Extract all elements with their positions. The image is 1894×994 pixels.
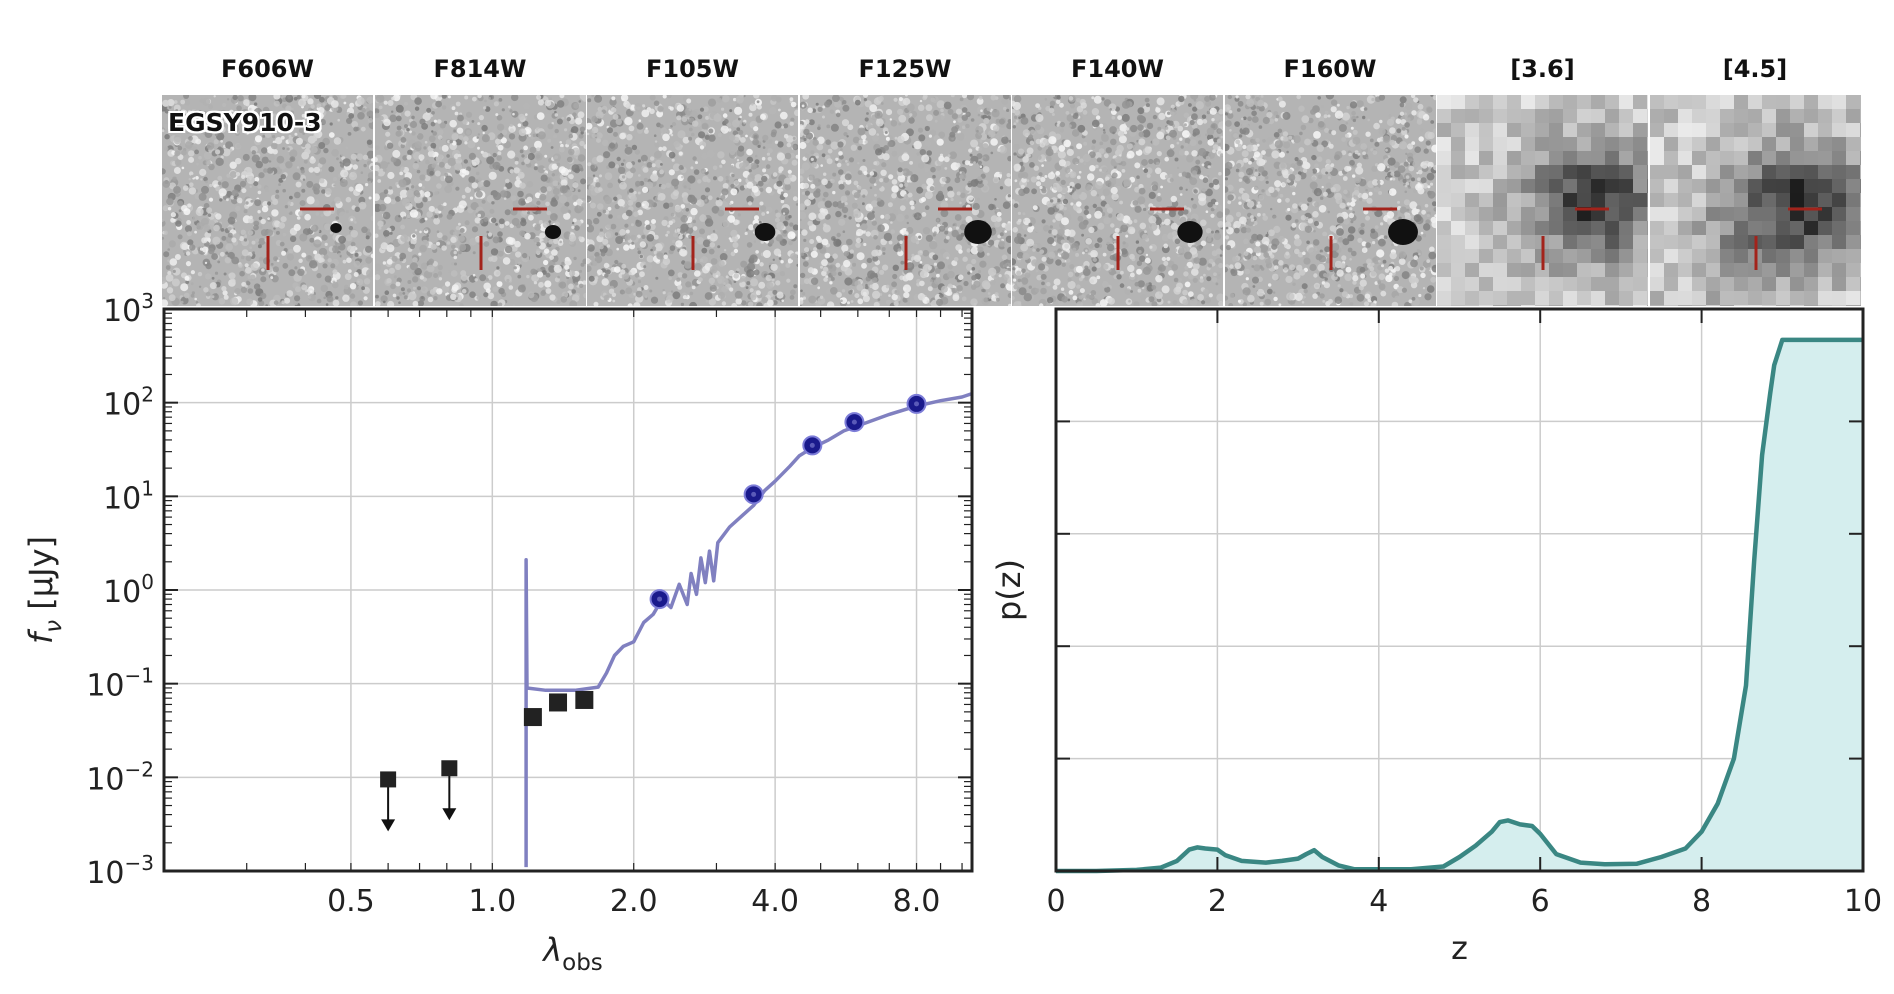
x-tick-label: 2.0 [610,884,658,919]
stamp-image [162,95,373,306]
stamp-image [1012,95,1223,306]
detection-point-center [751,491,757,497]
source-blob [963,220,992,244]
stamp-f140w: F140W [1012,50,1223,310]
y-tick-label: 103 [103,289,154,329]
photometry-square-marker [523,708,542,727]
x-tick-label: 8 [1692,884,1711,919]
stamp-image [1649,95,1861,306]
stamp-image [374,95,586,306]
y-tick-label: 102 [103,383,154,423]
source-blob [1177,221,1203,243]
upper-limit-marker [380,771,397,788]
object-id-label: EGSY910-3 [168,108,322,137]
pz-plot-frame [1054,307,1865,873]
stamp-image [1224,95,1436,306]
photometry-square-marker [549,693,568,712]
pz-curve-line [1056,337,1863,874]
sed-y-axis-label: fν [μJy] [22,536,67,644]
x-tick-label: 10 [1844,884,1882,919]
stamp-band-label: [3.6] [1510,55,1575,83]
upper-limit-arrow-head [442,808,457,821]
stamp-band-label: F814W [433,55,527,83]
model-sed-line [524,391,973,868]
x-tick-label: 0.5 [327,884,375,919]
pz-x-axis-label: z [1451,929,1468,967]
sed-x-axis-label: λobs [541,931,603,976]
stamp-image [799,95,1011,306]
upper-limit-arrow-head [381,819,396,832]
x-tick-label: 4 [1369,884,1388,919]
detection-point-center [914,401,920,407]
pz-y-axis-label: p(z) [990,559,1028,621]
y-tick-label: 10−2 [86,757,154,797]
x-tick-label: 2 [1208,884,1227,919]
stamp-band-label: F606W [221,55,314,83]
stamp-band-label: F140W [1071,55,1164,83]
pz-panel: 0 2 4 6 8 10 z p(z) [990,307,1882,967]
y-tick-label: 10−1 [86,664,154,704]
x-tick-label: 0 [1046,884,1065,919]
detection-point-center [851,419,857,425]
source-blob [754,223,776,241]
photometry-square-marker [575,690,594,709]
pz-area-fill [1056,339,1863,871]
x-tick-label: 4.0 [751,884,799,919]
stamp-f105w: F105W [587,50,798,310]
stamp-band-label: F105W [646,55,739,83]
stamp-f814w: F814W [374,50,586,310]
x-tick-label: 8.0 [893,884,941,919]
y-tick-label: 101 [103,476,154,516]
y-tick-label: 100 [103,570,154,610]
stamp-image [587,95,798,306]
y-tick-label: 10−3 [86,851,154,891]
stamp-f606w: F606W EGSY910-3 [162,50,373,310]
stamp-image [1437,95,1648,306]
detection-point-center [657,596,663,602]
image-stamps-row: F606W EGSY910-3 F814W F105W F125W F140W F160W [… [162,50,1862,310]
upper-limit-marker [441,760,458,777]
stamp-band-label: [4.5] [1722,55,1788,83]
detection-point-center [809,442,815,448]
x-tick-label: 1.0 [468,884,516,919]
stamp-f125w: F125W [799,50,1011,310]
stamp-36: [3.6] [1437,50,1648,310]
stamp-band-label: F160W [1283,55,1377,83]
sed-panel: 0.5 1.0 2.0 4.0 8.0 10−3 10−2 10−1 100 101 102 103 λ… [22,289,974,976]
source-blob [330,223,342,233]
source-blob [544,225,561,239]
source-blob [1387,219,1418,245]
x-tick-label: 6 [1531,884,1550,919]
stamp-band-label: F125W [858,55,952,83]
stamp-f160w: F160W [1224,50,1436,310]
sed-plot-frame [162,307,974,873]
stamp-45: [4.5] [1649,50,1861,310]
